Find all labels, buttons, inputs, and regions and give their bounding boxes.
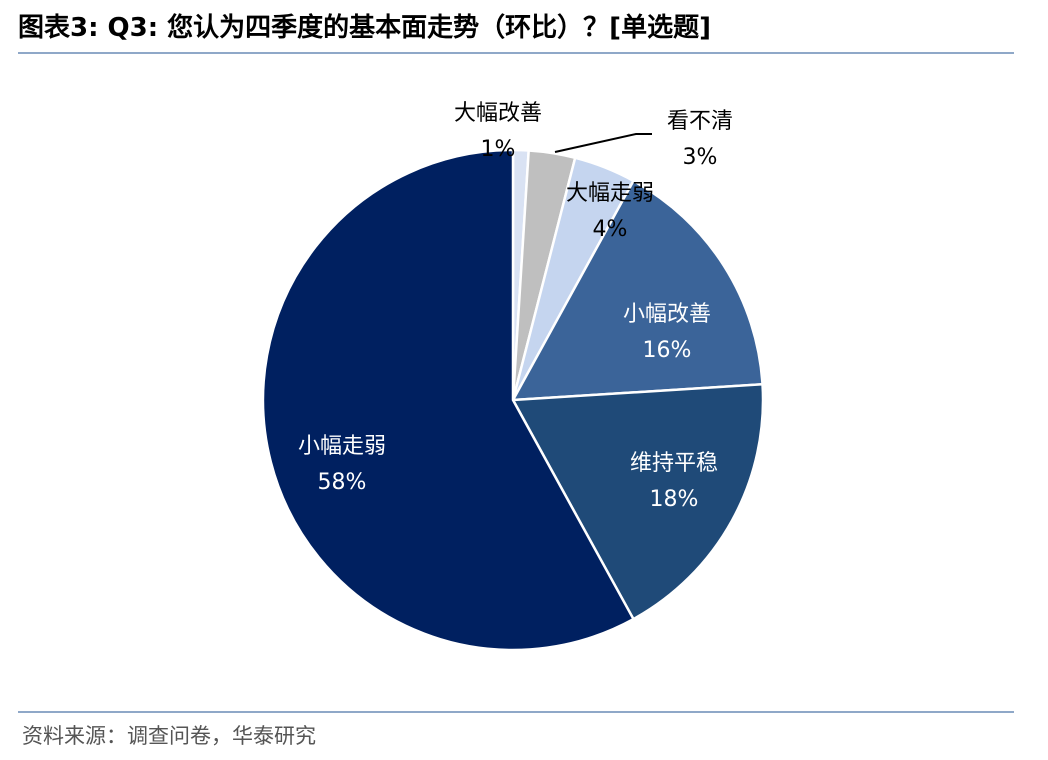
footer-divider bbox=[18, 711, 1014, 713]
chart-title: 图表3: Q3: 您认为四季度的基本面走势（环比）？[单选题] bbox=[18, 13, 711, 43]
pie-slice-4 bbox=[510, 179, 764, 402]
slice-label-1: 大幅改善 bbox=[454, 101, 542, 126]
slice-value-4: 16% bbox=[643, 338, 692, 363]
slice-label-5: 维持平稳 bbox=[630, 451, 718, 476]
slice-value-6: 58% bbox=[318, 470, 367, 495]
title-divider bbox=[18, 52, 1014, 54]
pie-slice-5 bbox=[510, 382, 765, 621]
leader-line bbox=[554, 133, 652, 153]
slice-label-4: 小幅改善 bbox=[623, 302, 711, 327]
slice-value-5: 18% bbox=[650, 487, 699, 512]
pie-slices bbox=[261, 148, 765, 652]
pie-slice-6 bbox=[261, 148, 636, 652]
slice-label-2: 看不清 bbox=[667, 109, 733, 134]
slice-value-1: 1% bbox=[481, 137, 516, 162]
slice-label-6: 小幅走弱 bbox=[298, 434, 386, 459]
leader-lines bbox=[554, 133, 652, 153]
pie-labels: 大幅改善 1% 看不清 3% 大幅走弱 4% 小幅改善 16% 维持平稳 18% 小幅走弱 58% bbox=[298, 101, 733, 512]
source-note: 资料来源：调查问卷，华泰研究 bbox=[22, 724, 316, 748]
slice-label-3: 大幅走弱 bbox=[566, 181, 654, 206]
slice-value-2: 3% bbox=[683, 145, 718, 170]
pie-chart: 大幅改善 1% 看不清 3% 大幅走弱 4% 小幅改善 16% 维持平稳 18% 小幅走弱 58% bbox=[261, 101, 765, 652]
slice-value-3: 4% bbox=[593, 217, 628, 242]
